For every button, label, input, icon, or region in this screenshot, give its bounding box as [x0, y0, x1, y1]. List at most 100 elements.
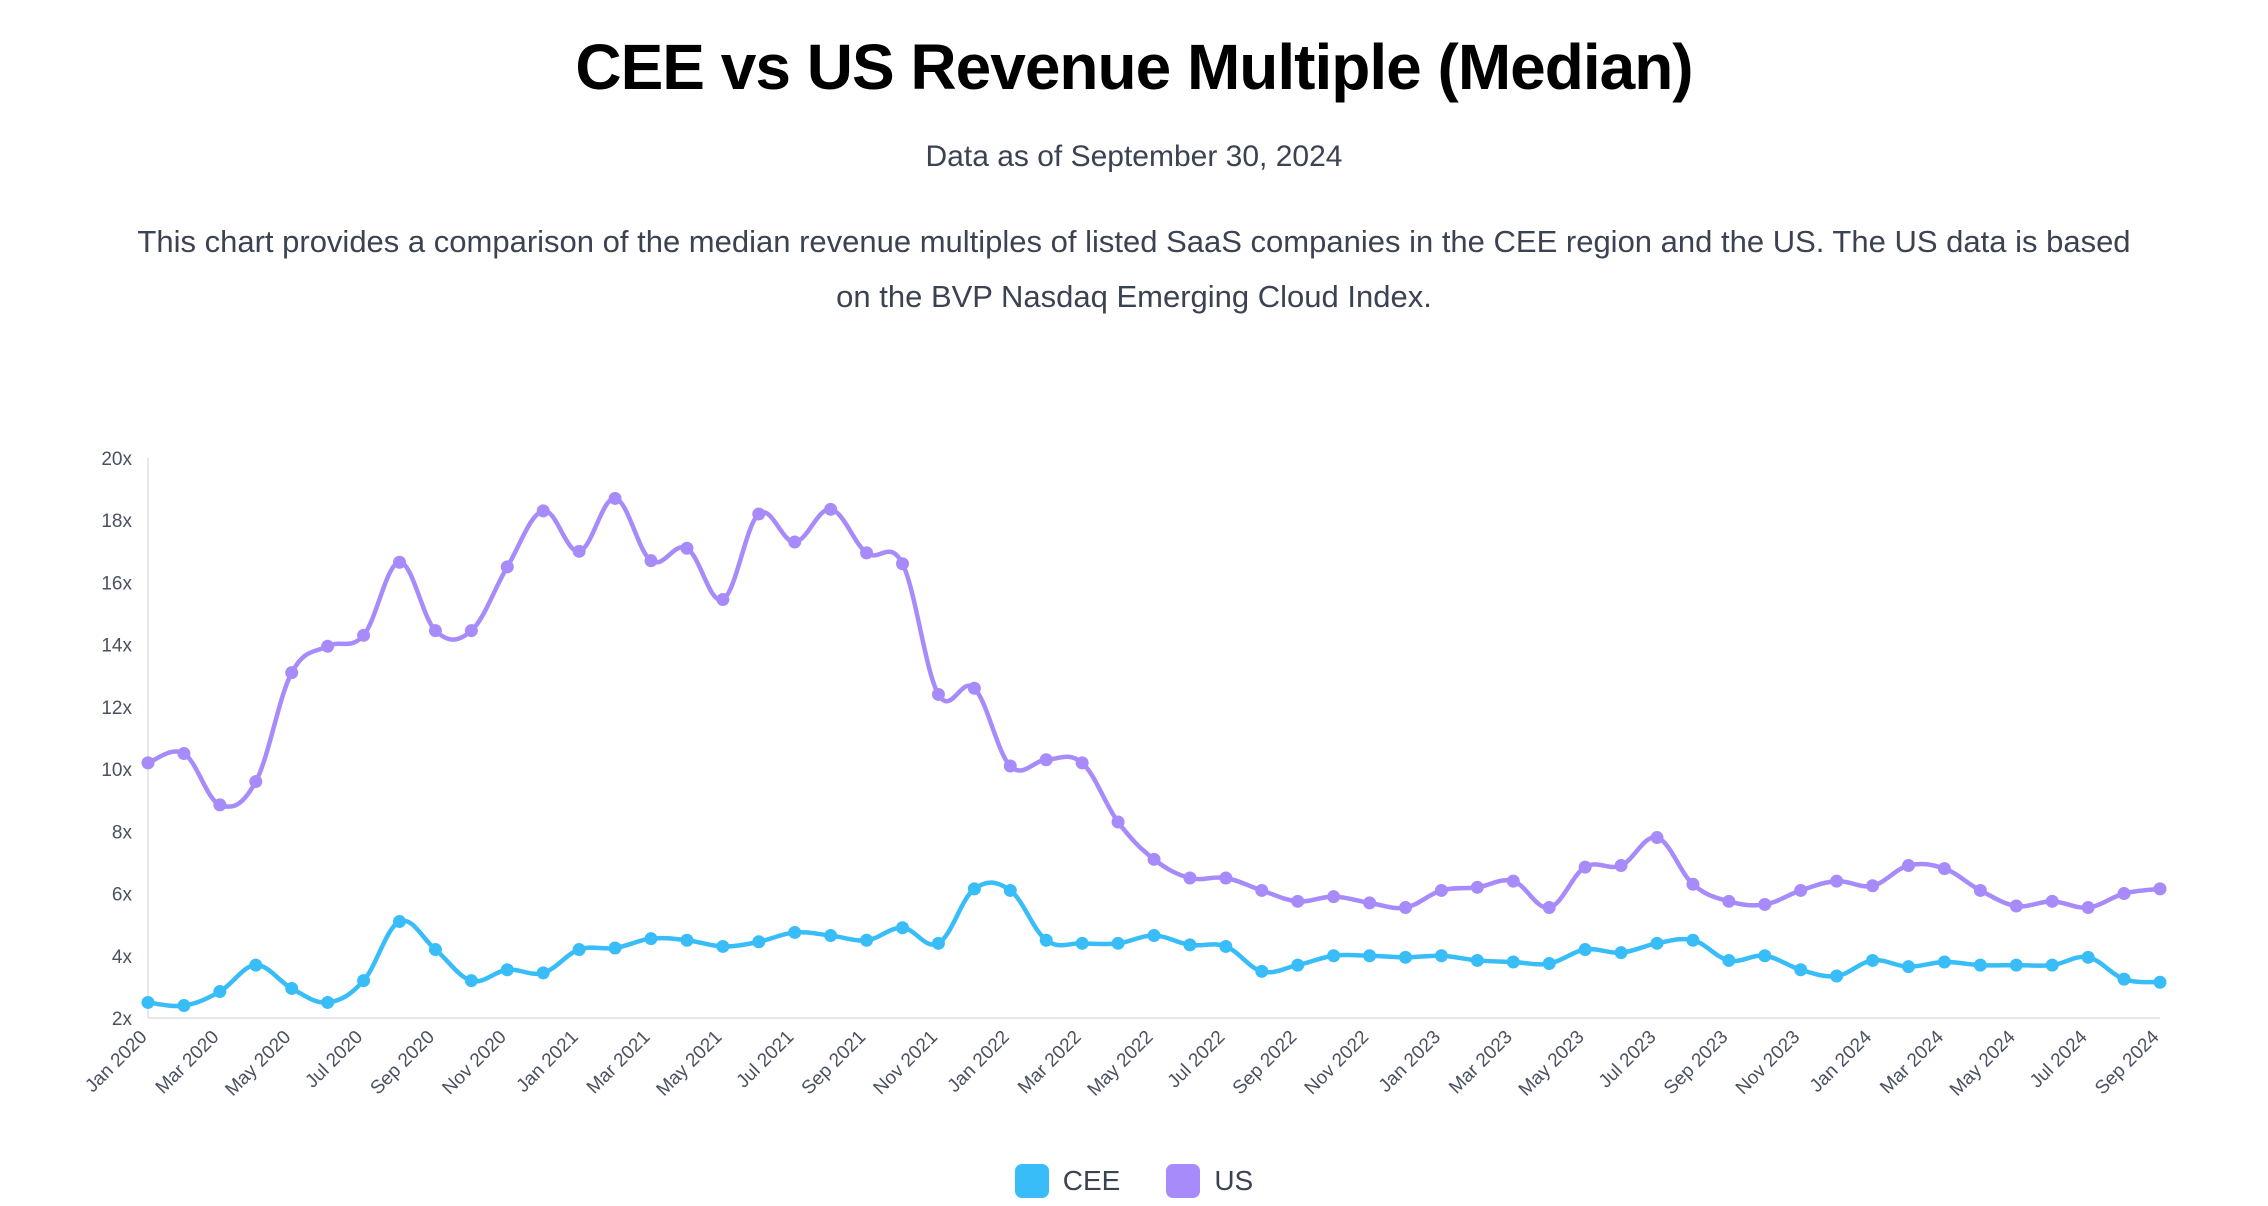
data-point-cee — [1039, 933, 1053, 947]
data-point-us — [1363, 896, 1377, 910]
data-point-cee — [1794, 963, 1808, 977]
legend-label-cee: CEE — [1062, 1165, 1121, 1196]
data-point-us — [1650, 831, 1664, 845]
data-point-us — [1399, 901, 1412, 915]
data-point-us — [1003, 759, 1017, 773]
x-tick-label: Jan 2021 — [513, 1027, 583, 1097]
data-point-cee — [1111, 936, 1125, 950]
data-point-us — [824, 502, 838, 516]
data-point-cee — [860, 933, 874, 947]
data-point-us — [464, 624, 478, 638]
data-point-us — [357, 628, 371, 642]
data-point-us — [1506, 874, 1520, 888]
data-point-cee — [2045, 958, 2059, 972]
data-point-us — [536, 504, 550, 518]
data-point-us — [608, 491, 622, 505]
data-point-cee — [931, 936, 945, 950]
data-point-us — [1542, 901, 1556, 915]
x-tick-label: Nov 2022 — [1301, 1027, 1373, 1099]
data-point-cee — [1470, 953, 1484, 967]
data-date-subtitle: Data as of September 30, 2024 — [925, 140, 1343, 173]
data-point-us — [1722, 894, 1736, 908]
data-point-cee — [716, 939, 730, 953]
data-point-us — [2117, 887, 2131, 901]
data-point-us — [1039, 753, 1053, 767]
data-point-us — [1937, 862, 1951, 876]
chart-description: This chart provides a comparison of the … — [137, 224, 2131, 314]
data-point-cee — [1650, 936, 1664, 950]
data-point-cee — [1434, 949, 1448, 963]
data-point-cee — [1902, 960, 1915, 974]
data-point-cee — [1291, 958, 1305, 972]
x-tick-label: Mar 2020 — [152, 1027, 224, 1099]
data-point-cee — [177, 999, 191, 1013]
data-point-cee — [1506, 955, 1520, 969]
data-point-us — [1183, 871, 1197, 885]
series-line-us — [145, 496, 2163, 911]
data-point-us — [931, 687, 945, 701]
data-point-us — [1327, 890, 1341, 904]
y-tick-label: 12x — [101, 698, 132, 719]
data-point-us — [860, 546, 874, 560]
data-point-cee — [1147, 929, 1161, 943]
x-tick-label: Sep 2020 — [367, 1027, 439, 1099]
data-point-cee — [213, 985, 227, 999]
legend-item-us[interactable]: US — [1166, 1164, 1253, 1198]
data-point-cee — [1866, 953, 1880, 967]
data-point-cee — [428, 943, 442, 957]
y-tick-label: 14x — [101, 636, 132, 657]
data-point-us — [1973, 883, 1987, 897]
data-point-us — [716, 593, 730, 607]
x-tick-label: May 2022 — [1084, 1027, 1158, 1101]
data-point-us — [177, 747, 191, 761]
x-tick-label: Nov 2021 — [870, 1027, 942, 1099]
legend-swatch-us — [1166, 1164, 1201, 1198]
x-tick-label: Nov 2020 — [438, 1027, 510, 1099]
data-point-cee — [752, 935, 766, 949]
data-point-us — [2153, 882, 2167, 896]
y-tick-label: 16x — [101, 573, 132, 594]
data-point-us — [1470, 880, 1484, 894]
data-point-us — [572, 544, 586, 558]
data-point-cee — [896, 921, 909, 935]
data-point-cee — [608, 941, 622, 955]
legend-item-cee[interactable]: CEE — [1014, 1164, 1121, 1198]
data-point-cee — [464, 974, 478, 988]
data-point-us — [1434, 883, 1448, 897]
data-point-cee — [1830, 969, 1844, 983]
x-tick-label: Sep 2024 — [2091, 1026, 2164, 1099]
data-point-cee — [393, 915, 406, 929]
data-point-us — [2009, 899, 2023, 913]
x-tick-label: May 2023 — [1515, 1027, 1589, 1101]
x-tick-label: Sep 2022 — [1229, 1027, 1301, 1099]
data-point-cee — [644, 932, 658, 946]
x-tick-label: Jul 2022 — [1164, 1027, 1230, 1093]
x-tick-label: Jan 2020 — [81, 1027, 151, 1097]
legend-swatch-cee — [1014, 1164, 1049, 1198]
series-line-cee — [145, 880, 2163, 1009]
data-point-cee — [357, 974, 371, 988]
data-point-us — [2045, 894, 2059, 908]
data-point-cee — [1399, 950, 1412, 964]
x-tick-label: Jan 2023 — [1375, 1027, 1445, 1097]
data-point-us — [1902, 859, 1915, 873]
data-point-us — [1578, 860, 1592, 874]
data-point-us — [788, 535, 802, 549]
x-tick-label: Mar 2021 — [583, 1027, 655, 1099]
y-tick-label: 8x — [112, 822, 133, 843]
x-tick-label: Mar 2024 — [1876, 1026, 1948, 1098]
data-point-us — [752, 507, 766, 521]
data-point-us — [1830, 874, 1844, 888]
x-tick-label: Jul 2023 — [1595, 1027, 1661, 1093]
data-point-us — [2081, 901, 2095, 915]
data-point-us — [141, 756, 155, 770]
x-tick-label: May 2024 — [1946, 1026, 2020, 1100]
data-point-cee — [1937, 955, 1951, 969]
data-point-us — [1111, 815, 1125, 829]
x-tick-label: May 2020 — [221, 1027, 295, 1101]
y-tick-label: 20x — [101, 449, 132, 470]
chart-legend: CEE US — [0, 1164, 2268, 1198]
data-point-us — [1291, 894, 1305, 908]
data-point-us — [321, 639, 335, 653]
